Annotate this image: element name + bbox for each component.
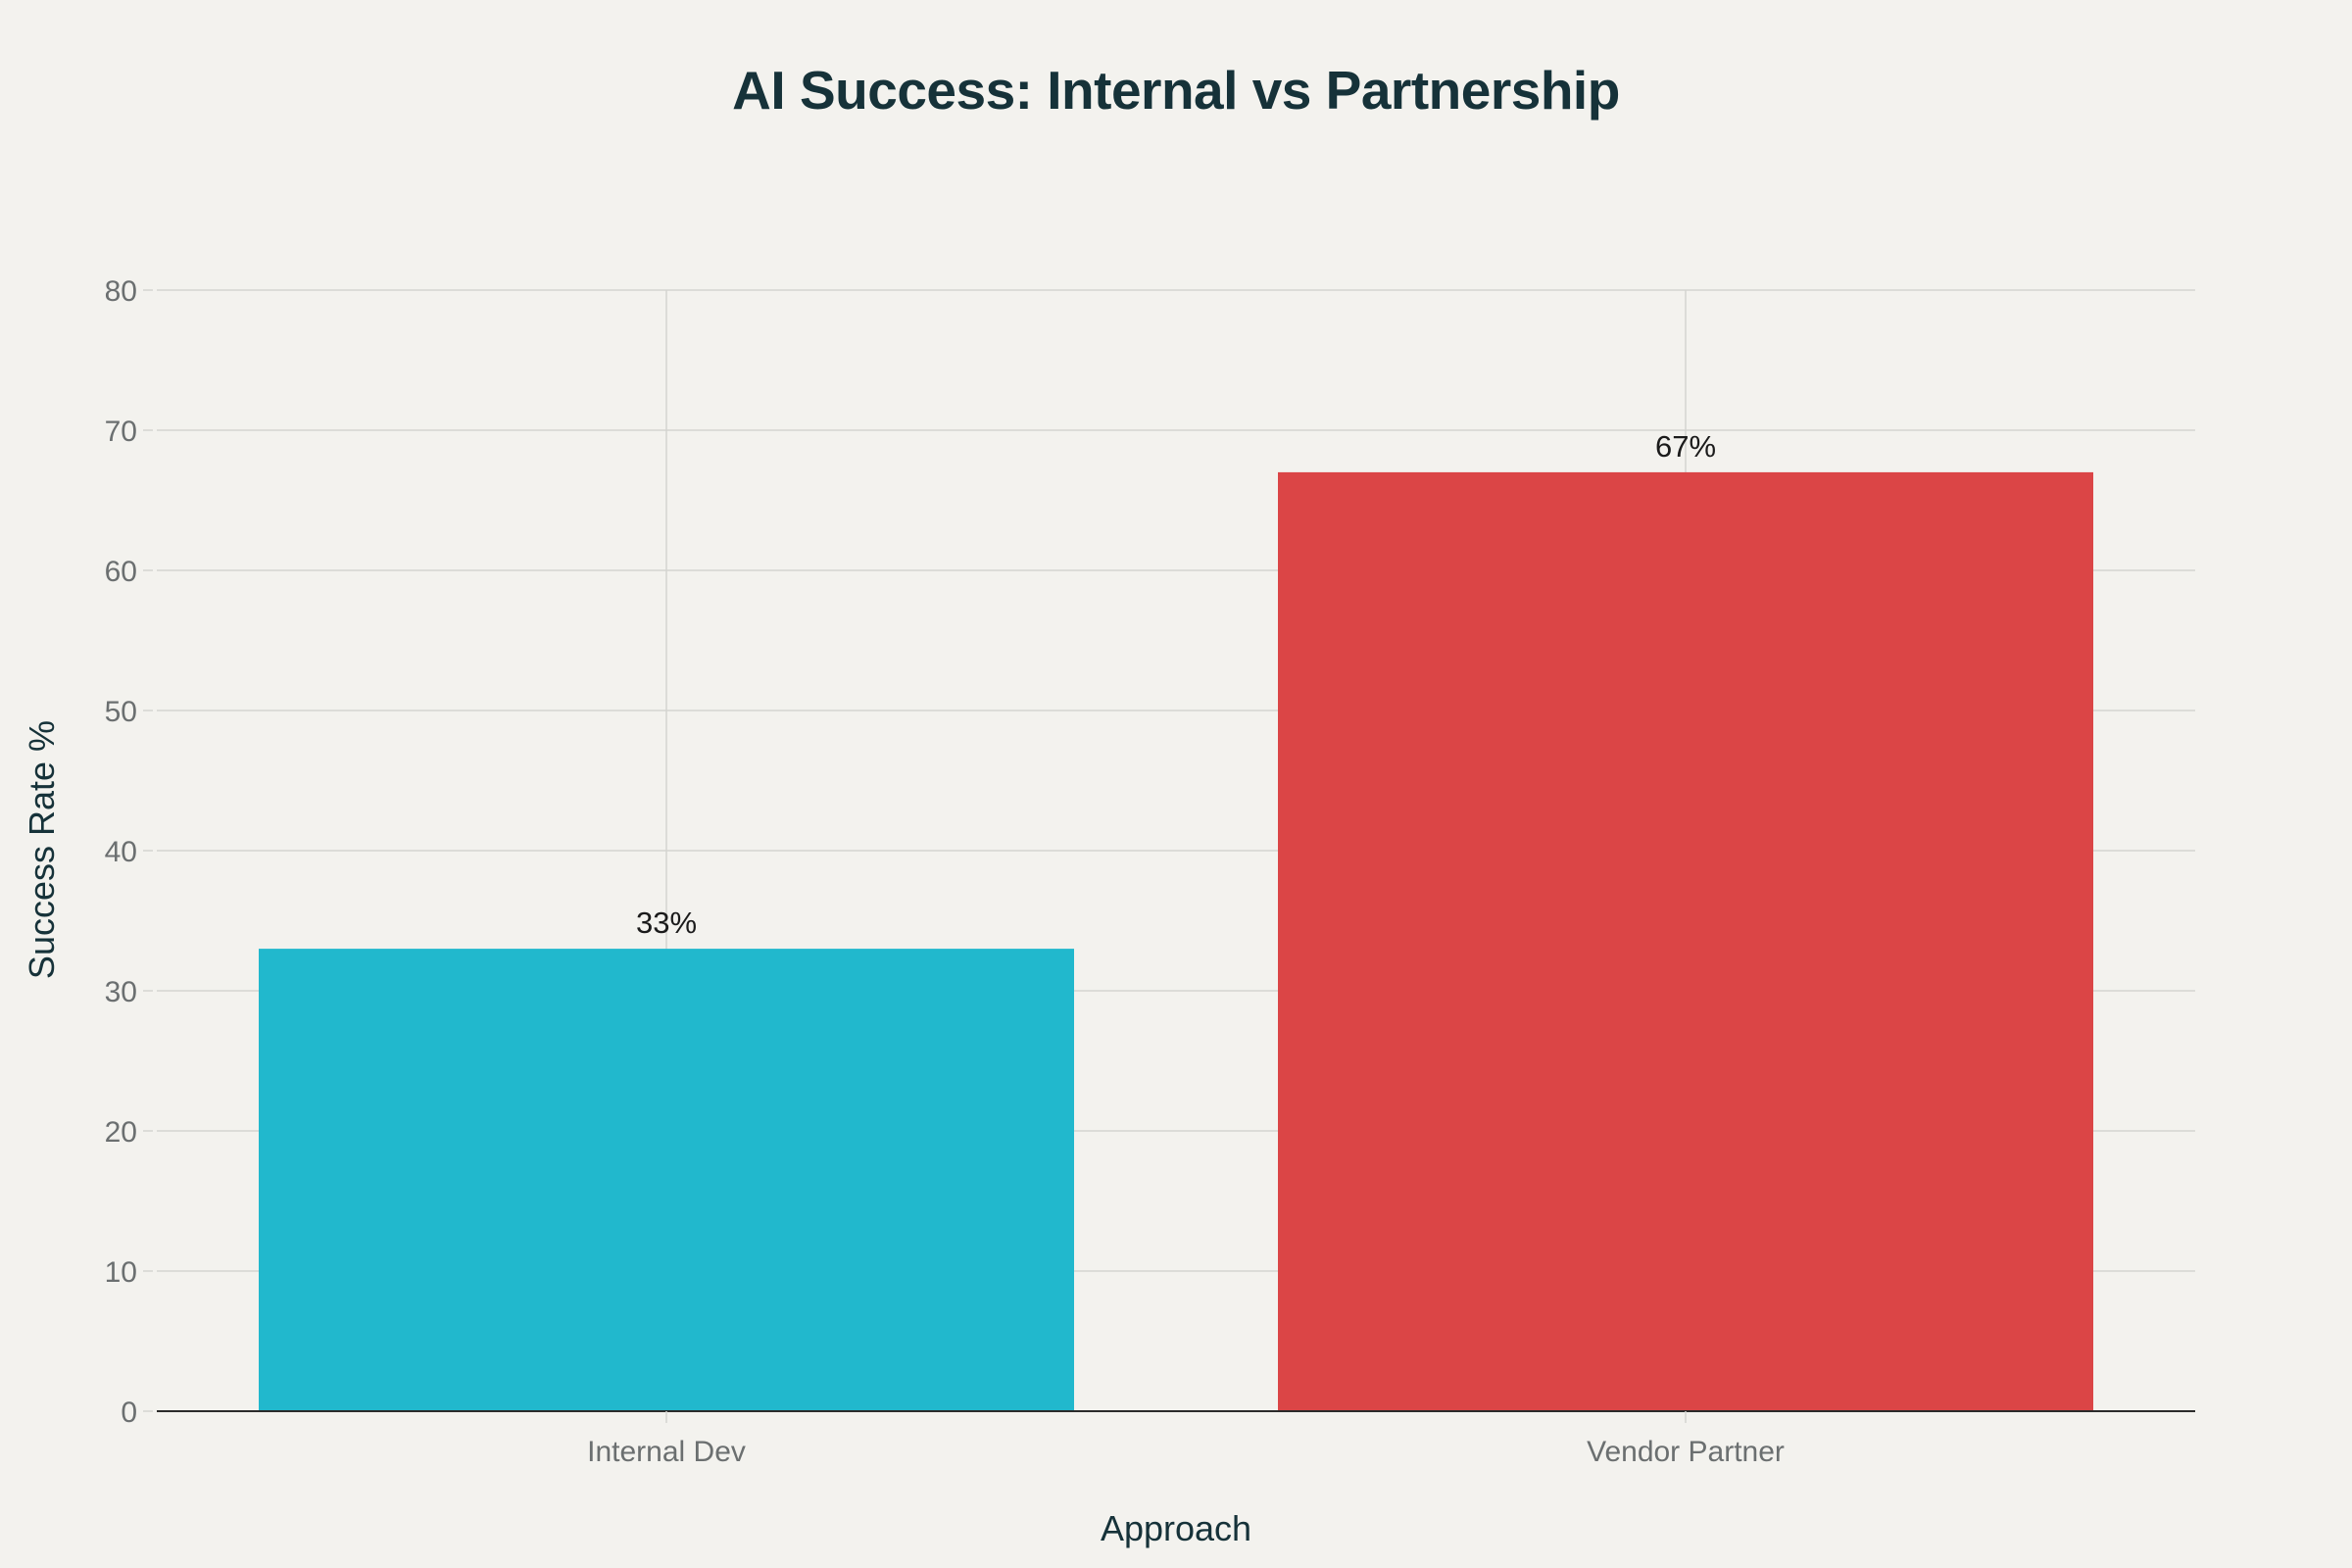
y-tick-label: 0 <box>121 1396 137 1429</box>
bars-layer <box>259 471 2093 1411</box>
x-tick-label: Vendor Partner <box>1587 1436 1785 1468</box>
axis-layer <box>157 1410 2195 1423</box>
data-label: 33% <box>636 906 697 940</box>
y-tick-label: 40 <box>105 836 137 868</box>
y-tick-label: 80 <box>105 275 137 308</box>
y-tick-label: 70 <box>105 416 137 448</box>
bar-internal-dev <box>259 949 1074 1411</box>
y-tick-label: 20 <box>105 1116 137 1149</box>
chart-title: AI Success: Internal vs Partnership <box>732 60 1620 121</box>
bar-vendor-partner <box>1278 471 2093 1411</box>
x-tick-label: Internal Dev <box>587 1436 746 1468</box>
y-tick-label: 50 <box>105 696 137 728</box>
labels-layer: 0 10 20 30 40 50 60 70 80 33% 67% Internal Dev Vendo… <box>105 275 1785 1468</box>
y-tick-label: 60 <box>105 556 137 588</box>
y-tick-label: 10 <box>105 1256 137 1289</box>
y-tick-label: 30 <box>105 976 137 1008</box>
y-axis-title: Success Rate % <box>22 720 62 979</box>
x-axis-title: Approach <box>1101 1508 1251 1548</box>
data-label: 67% <box>1655 429 1716 464</box>
